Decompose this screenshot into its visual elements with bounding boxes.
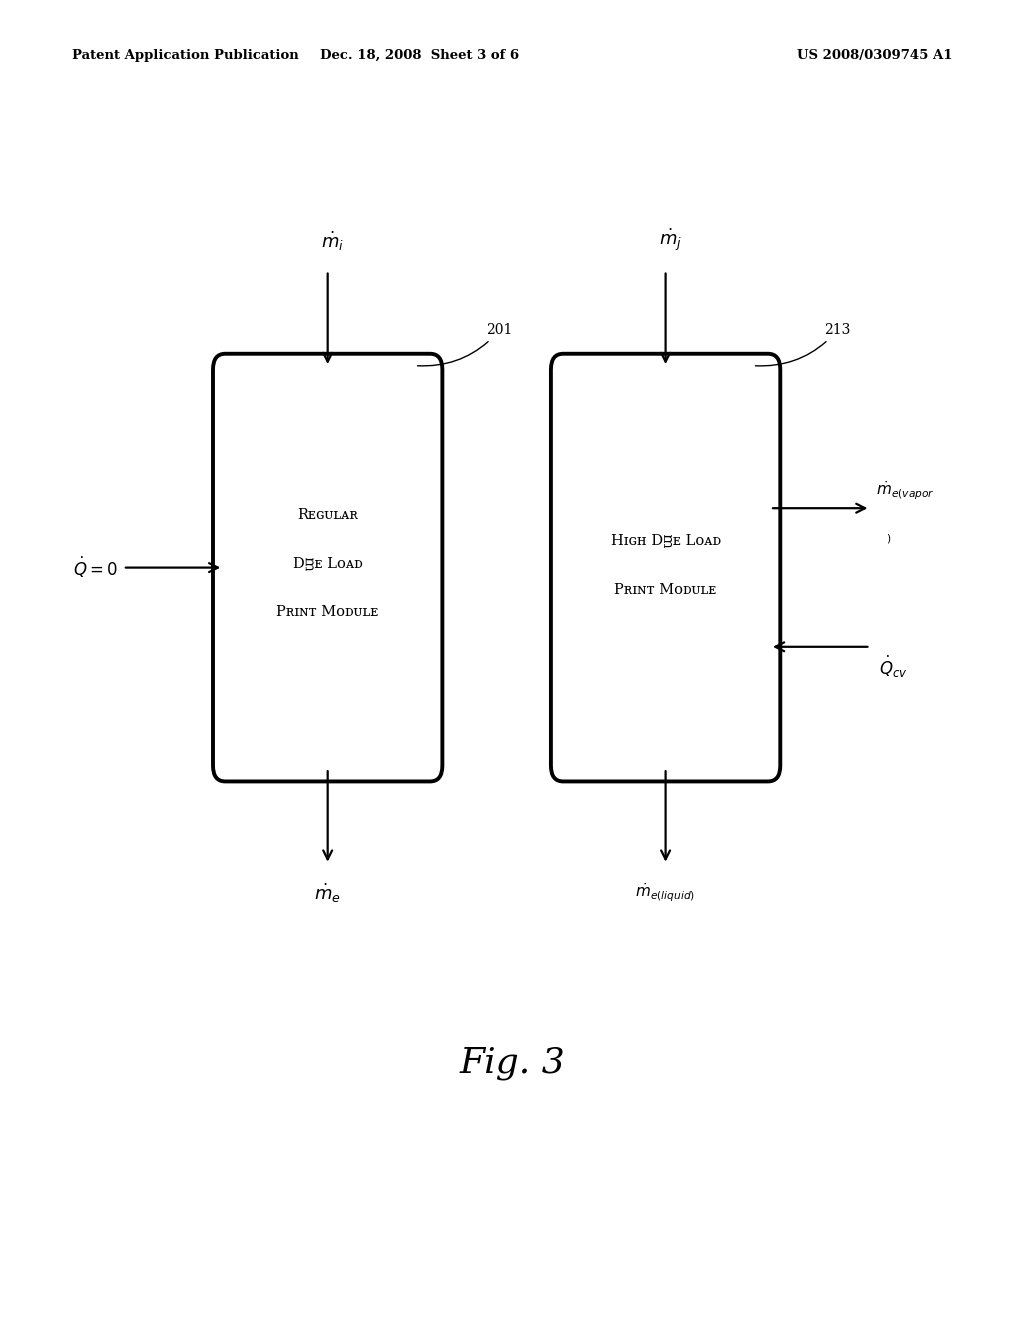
Text: 213: 213 xyxy=(756,323,851,366)
Text: $_)$: $_)$ xyxy=(886,532,891,546)
Text: Fig. 3: Fig. 3 xyxy=(459,1045,565,1080)
Text: $\dot{m}_{e(liquid)}$: $\dot{m}_{e(liquid)}$ xyxy=(636,882,695,904)
Text: $\dot{m}_{e(vapor}$: $\dot{m}_{e(vapor}$ xyxy=(876,479,934,502)
Text: Dec. 18, 2008  Sheet 3 of 6: Dec. 18, 2008 Sheet 3 of 6 xyxy=(321,49,519,62)
Text: Pʀɪɴᴛ Mᴏᴅᴜʟᴇ: Pʀɪɴᴛ Mᴏᴅᴜʟᴇ xyxy=(614,583,717,597)
Text: $\dot{Q}_{cv}$: $\dot{Q}_{cv}$ xyxy=(879,653,907,680)
Text: Rᴇɢᴜʟᴀʀ: Rᴇɢᴜʟᴀʀ xyxy=(297,508,358,521)
Text: $\dot{m}_j$: $\dot{m}_j$ xyxy=(659,227,682,253)
Text: 201: 201 xyxy=(418,323,513,366)
Text: $\dot{Q} = 0$: $\dot{Q} = 0$ xyxy=(73,554,118,581)
FancyBboxPatch shape xyxy=(551,354,780,781)
Text: US 2008/0309745 A1: US 2008/0309745 A1 xyxy=(797,49,952,62)
Text: Hɪɢʜ Dᴟᴇ Lᴏᴀᴅ: Hɪɢʜ Dᴟᴇ Lᴏᴀᴅ xyxy=(610,535,721,548)
Text: $\dot{m}_e$: $\dot{m}_e$ xyxy=(314,882,341,906)
Text: $\dot{m}_i$: $\dot{m}_i$ xyxy=(322,230,344,253)
Text: Pʀɪɴᴛ Mᴏᴅᴜʟᴇ: Pʀɪɴᴛ Mᴏᴅᴜʟᴇ xyxy=(276,606,379,619)
Text: Dᴟᴇ Lᴏᴀᴅ: Dᴟᴇ Lᴏᴀᴅ xyxy=(293,557,362,570)
FancyBboxPatch shape xyxy=(213,354,442,781)
Text: Patent Application Publication: Patent Application Publication xyxy=(72,49,298,62)
